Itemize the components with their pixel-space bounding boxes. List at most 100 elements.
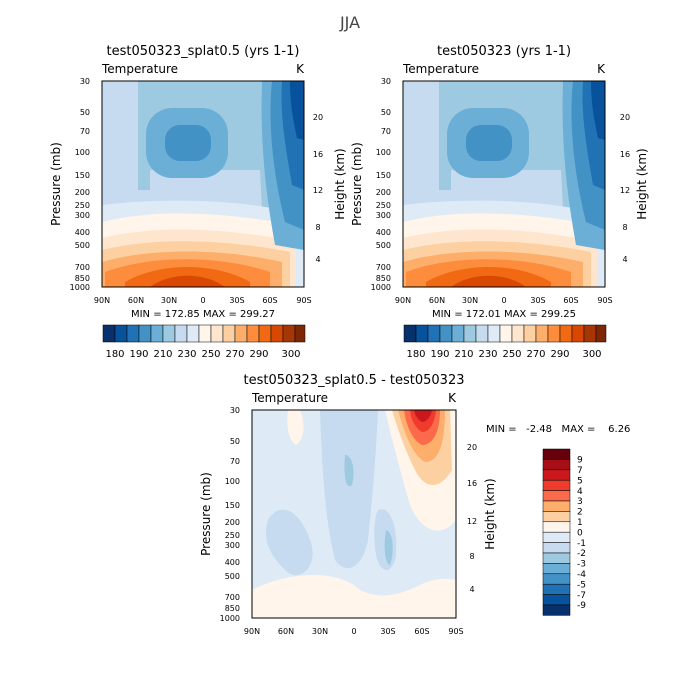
y-tick-label: 250 (225, 531, 240, 540)
y-right-tick-label: 4 (622, 255, 627, 264)
colorbar-label: 180 (105, 349, 124, 360)
y-tick-label: 30 (230, 406, 240, 415)
y-right-tick-label: 20 (620, 113, 630, 122)
y-tick-label: 250 (376, 201, 391, 210)
colorbar-swatch (542, 469, 571, 481)
colorbar-swatch (234, 324, 248, 343)
y-tick-label: 850 (376, 274, 391, 283)
x-tick-label: 30S (530, 296, 545, 305)
x-tick-label: 60S (414, 627, 429, 636)
y-axis-label: Pressure (mb) (199, 472, 213, 556)
y-axis-left: 30 50 70 100 150 200 250 300 400 500 700… (199, 406, 240, 623)
y-right-tick-label: 8 (315, 223, 320, 232)
colorbar-label: 9 (577, 456, 583, 466)
colorbar-swatches (102, 324, 306, 343)
colorbar-swatch (571, 324, 585, 343)
band-warm-6 (451, 275, 526, 287)
panel-title: test050323_splat0.5 (yrs 1-1) (107, 44, 300, 59)
x-tick-label: 60S (262, 296, 277, 305)
colorbar-label: 190 (430, 349, 449, 360)
colorbar-swatch (542, 573, 571, 585)
colorbar-swatch (270, 324, 284, 343)
y-right-tick-label: 8 (622, 223, 627, 232)
band-cold-core-2 (466, 125, 512, 161)
colorbar-swatch (542, 542, 571, 554)
variable-label: Temperature (101, 62, 178, 76)
panel-title: test050323_splat0.5 - test050323 (243, 373, 464, 388)
band-neg-subtrop-s-2 (384, 530, 393, 565)
colorbar-label: 5 (577, 476, 583, 486)
band-pos-tropics-n (287, 410, 304, 445)
colorbar-swatch (542, 500, 571, 512)
y-tick-label: 30 (80, 77, 90, 86)
y-tick-label: 200 (75, 188, 90, 197)
colorbar-swatch (542, 459, 571, 471)
y-axis-right: 20 16 12 8 4 Height (km) (467, 443, 497, 594)
y-axis-right: 20 16 12 8 4 Height (km) (313, 113, 347, 264)
band-pos-surface (252, 575, 456, 618)
x-axis: 90N 60N 30N 0 30S 60S 90S (244, 627, 464, 636)
x-tick-label: 0 (351, 627, 356, 636)
colorbar-swatch (439, 324, 453, 343)
colorbar-swatch (210, 324, 224, 343)
colorbar-swatch (138, 324, 152, 343)
colorbar-swatch (542, 604, 571, 616)
min-max-text: MIN = 172.01 MAX = 299.25 (432, 309, 576, 320)
y-right-tick-label: 16 (467, 479, 477, 488)
panel-control-temperature: test050323 (yrs 1-1) Temperature K 30 50 (350, 44, 649, 360)
y-tick-label: 300 (75, 211, 90, 220)
colorbar-swatch (282, 324, 296, 343)
colorbar-label: 180 (406, 349, 425, 360)
colorbar-label: 0 (577, 528, 583, 538)
y-tick-label: 850 (75, 274, 90, 283)
colorbar-label: 250 (201, 349, 220, 360)
contour-field (403, 81, 605, 287)
colorbar-label: 1 (577, 518, 583, 528)
y-tick-label: 200 (376, 188, 391, 197)
y-tick-label: 500 (376, 241, 391, 250)
y-right-tick-label: 20 (313, 113, 323, 122)
colorbar-swatch (595, 324, 607, 343)
colorbar-label: -7 (577, 591, 586, 601)
colorbar-swatch (542, 511, 571, 523)
x-axis: 90N 60N 30N 0 30S 60S 90S (94, 296, 312, 305)
colorbar-label: -9 (577, 601, 586, 611)
colorbar-swatch (126, 324, 140, 343)
colorbar-swatch (559, 324, 573, 343)
colorbar-swatch (162, 324, 176, 343)
colorbar-swatch (535, 324, 549, 343)
colorbar-swatch (542, 552, 571, 564)
panel-difference-temperature: test050323_splat0.5 - test050323 Tempera… (199, 373, 630, 636)
colorbar-swatch (451, 324, 465, 343)
x-tick-label: 30N (161, 296, 177, 305)
colorbar-label: 4 (577, 487, 583, 497)
band-cold-core-2 (165, 125, 211, 161)
colorbar-swatch (246, 324, 260, 343)
y-tick-label: 500 (75, 241, 90, 250)
y-tick-label: 400 (376, 228, 391, 237)
x-tick-label: 60S (563, 296, 578, 305)
units-label: K (296, 62, 305, 76)
contour-field (252, 410, 456, 618)
colorbar: 180 190 210 230 250 270 290 300 (403, 324, 607, 360)
band-pos-south-5 (414, 410, 432, 422)
colorbar-swatch (542, 490, 571, 502)
colorbar: 9 7 5 4 3 2 1 0 -1 -2 -3 -4 -5 -7 -9 (542, 448, 586, 616)
y-axis-label: Pressure (mb) (350, 142, 364, 226)
y-tick-label: 1000 (371, 283, 391, 292)
colorbar-label: 3 (577, 497, 583, 507)
min-max-text: MIN = 172.85 MAX = 299.27 (131, 309, 275, 320)
panel-title: test050323 (yrs 1-1) (437, 44, 571, 59)
min-max-text: MIN = -2.48 MAX = 6.26 (486, 424, 630, 435)
y-tick-label: 400 (75, 228, 90, 237)
y-tick-label: 700 (225, 593, 240, 602)
y-tick-label: 200 (225, 518, 240, 527)
plot-frame (402, 80, 606, 288)
y-tick-label: 70 (230, 457, 240, 466)
band-warm-6 (150, 275, 225, 287)
x-axis: 90N 60N 30N 0 30S 60S 90S (395, 296, 613, 305)
y-right-axis-label: Height (km) (333, 148, 347, 219)
y-tick-label: 700 (376, 263, 391, 272)
y-tick-label: 100 (225, 477, 240, 486)
